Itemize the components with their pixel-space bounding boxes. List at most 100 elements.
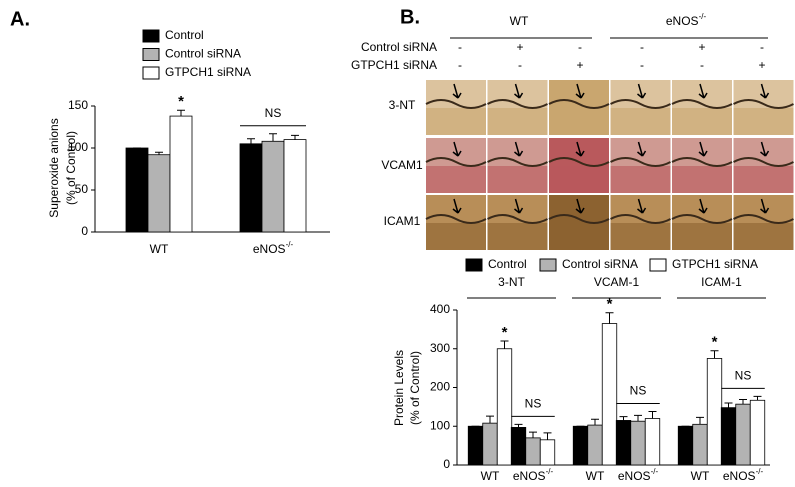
legend-label: Control siRNA [165, 47, 241, 61]
bar [735, 403, 751, 466]
arrow [514, 141, 524, 157]
annotation: NS [735, 369, 752, 383]
annotation: * [607, 296, 613, 313]
bar [169, 115, 193, 233]
bar [630, 420, 646, 466]
arrow [452, 198, 462, 214]
tissue-layer [733, 108, 794, 135]
tissue-layer [672, 223, 732, 250]
legend-swatch [539, 258, 557, 272]
legend-label: Control [488, 257, 527, 271]
annotation: * [712, 334, 718, 351]
error-bar [543, 432, 552, 440]
tissue-edge [548, 157, 610, 167]
arrow [698, 198, 708, 214]
stain-label: VCAM1 [381, 158, 423, 172]
tissue-layer [549, 166, 609, 193]
tissue-edge [671, 99, 733, 109]
arrow [514, 83, 524, 99]
bar [601, 323, 618, 466]
tissue-edge [610, 157, 671, 167]
bar [749, 399, 766, 466]
error-bar [605, 312, 614, 324]
x-tick-label: WT [150, 242, 169, 256]
error-bar [634, 414, 642, 422]
y-tick-label: 150 [68, 98, 88, 112]
tissue-edge [671, 157, 733, 167]
micrographs [425, 80, 794, 250]
arrow [760, 83, 770, 99]
y-axis-label: (% of Control) [64, 131, 78, 205]
bar [283, 139, 307, 233]
row-label: GTPCH1 siRNA [351, 58, 437, 72]
bar [615, 420, 632, 466]
tissue-edge [548, 99, 610, 109]
tissue-layer [487, 223, 548, 250]
legend-label: Control siRNA [562, 257, 638, 271]
error-bar [591, 418, 599, 426]
column-group: eNOS-/- [666, 12, 707, 28]
column-group: WT [510, 14, 529, 28]
tissue-edge [733, 99, 794, 109]
error-bar [177, 109, 185, 117]
sign: - [700, 58, 704, 72]
x-tick-label: eNOS-/- [253, 240, 294, 256]
legend-label: GTPCH1 siRNA [165, 65, 251, 79]
arrow [698, 83, 708, 99]
tissue-edge [487, 157, 548, 167]
group-label: VCAM-1 [594, 275, 640, 289]
y-tick-label: 300 [430, 341, 450, 355]
bar [692, 423, 708, 466]
annotation: NS [630, 384, 647, 398]
error-bar [291, 134, 299, 140]
y-axis-label: Superoxide anions [47, 118, 61, 217]
y-axis-label: (% of Control) [408, 351, 422, 425]
sign: + [576, 58, 583, 72]
tissue-layer [610, 108, 671, 135]
error-bar [696, 416, 704, 425]
bar [572, 425, 589, 466]
tissue-layer [426, 223, 486, 250]
tissue-layer [672, 166, 732, 193]
bar [720, 407, 737, 466]
y-tick-label: 100 [68, 140, 88, 154]
panel-label: A. [10, 8, 30, 30]
bar [239, 143, 263, 233]
tissue-edge [610, 214, 671, 224]
bar [706, 358, 723, 466]
x-tick-label: WT [481, 469, 500, 483]
group-label: ICAM-1 [701, 275, 742, 289]
error-bar [710, 350, 719, 359]
bar [510, 427, 527, 466]
error-bar [514, 423, 523, 428]
sign: - [458, 40, 462, 54]
annotation: NS [265, 106, 282, 120]
sign: - [458, 58, 462, 72]
bar [587, 424, 603, 466]
arrow [575, 141, 585, 157]
tissue-layer [549, 223, 609, 250]
sign: + [516, 40, 523, 54]
sign: + [698, 40, 705, 54]
legend-swatch [142, 29, 160, 43]
error-bar [529, 431, 537, 438]
tissue-edge [487, 99, 548, 109]
arrow [760, 198, 770, 214]
legend-label: GTPCH1 siRNA [672, 257, 758, 271]
group-label: 3-NT [498, 275, 525, 289]
sign: - [760, 40, 764, 54]
tissue-edge [610, 99, 671, 109]
bar [125, 147, 149, 233]
sign: - [640, 58, 644, 72]
error-bar [739, 399, 747, 405]
x-tick-label: eNOS-/- [513, 467, 554, 483]
bar [496, 348, 513, 466]
annotation: NS [525, 396, 542, 410]
sign: - [578, 40, 582, 54]
arrow [637, 141, 647, 157]
x-tick-label: WT [691, 469, 710, 483]
bar [644, 418, 661, 466]
sign: - [640, 40, 644, 54]
error-bar [486, 415, 494, 424]
tissue-layer [426, 108, 486, 135]
